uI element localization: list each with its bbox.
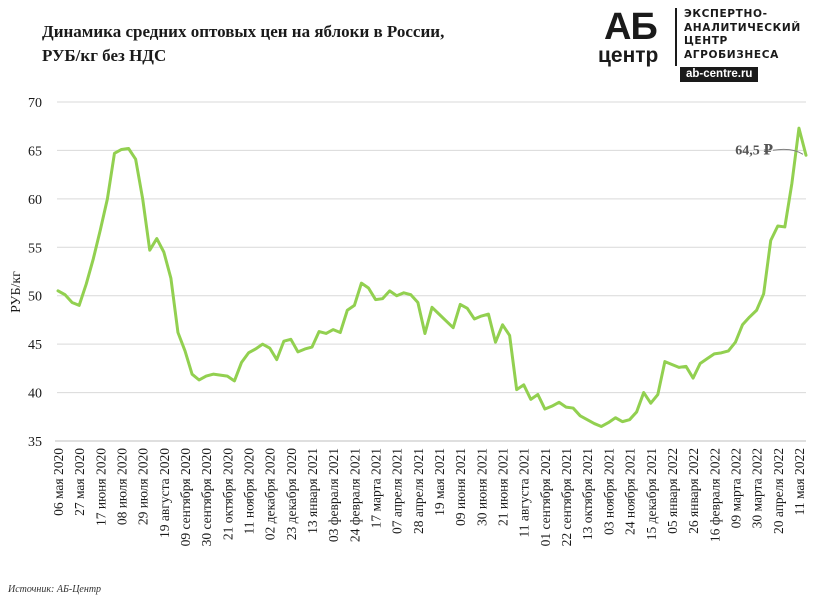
- annotation-leader-line: [772, 148, 804, 155]
- x-tick-label: 05 января 2022: [665, 448, 680, 534]
- x-tick-label: 08 июля 2020: [115, 448, 130, 525]
- x-tick-label: 15 декабря 2021: [644, 448, 659, 540]
- y-tick-label: 40: [28, 387, 42, 402]
- y-tick-label: 65: [28, 144, 42, 159]
- x-tick-label: 09 сентября 2020: [178, 448, 193, 547]
- logo-text: ЭКСПЕРТНО- АНАЛИТИЧЕСКИЙ ЦЕНТР АГРОБИЗНЕ…: [684, 8, 801, 62]
- source-note: Источник: АБ-Центр: [8, 584, 101, 595]
- x-tick-label: 22 сентября 2021: [559, 448, 574, 546]
- logo-text-line: АНАЛИТИЧЕСКИЙ: [684, 21, 801, 34]
- grid-lines: [57, 101, 806, 394]
- x-tick-label: 26 января 2022: [686, 448, 701, 534]
- logo-separator: [675, 8, 677, 66]
- y-tick-label: 45: [28, 338, 42, 353]
- x-tick-label: 17 марта 2021: [369, 448, 384, 528]
- x-tick-label: 13 октября 2021: [580, 448, 595, 540]
- chart-title: Динамика средних оптовых цен на яблоки в…: [42, 20, 512, 68]
- logo-text-line: АГРОБИЗНЕСА: [684, 48, 779, 61]
- x-tick-label: 24 ноября 2021: [623, 448, 638, 535]
- x-tick-label: 11 мая 2022: [792, 448, 807, 515]
- x-tick-label: 27 мая 2020: [72, 448, 87, 516]
- x-tick-label: 01 сентября 2021: [538, 448, 553, 546]
- y-tick-label: 60: [28, 193, 42, 208]
- x-tick-label: 29 июля 2020: [136, 448, 151, 525]
- logo-text-line: ЦЕНТР: [684, 35, 728, 47]
- logo-mark-top: АБ: [604, 6, 658, 48]
- x-tick-label: 11 августа 2021: [517, 448, 532, 537]
- x-tick-label: 19 мая 2021: [432, 448, 447, 516]
- logo-url: ab-centre.ru: [680, 67, 759, 82]
- x-tick-label: 06 мая 2020: [51, 448, 66, 516]
- chart-title-line-1: Динамика средних оптовых цен на яблоки в…: [42, 22, 445, 41]
- x-axis-ticks: 06 мая 2020 27 мая 2020 17 июня 2020 08 июл…: [51, 448, 807, 547]
- x-tick-label: 17 июня 2020: [93, 448, 108, 526]
- x-tick-label: 09 марта 2022: [728, 448, 743, 528]
- x-tick-label: 30 сентября 2020: [199, 448, 214, 547]
- x-tick-label: 16 февраля 2022: [707, 448, 722, 542]
- logo-mark-bottom: центр: [598, 44, 659, 67]
- y-axis-ticks: 35 40 45 50 55 60 65 70: [28, 96, 42, 450]
- source-label: Источник:: [8, 584, 55, 595]
- chart-title-line-2: РУБ/кг без НДС: [42, 46, 167, 65]
- y-axis-label: РУБ/кг: [9, 271, 24, 313]
- y-tick-label: 55: [28, 241, 42, 256]
- x-tick-label: 24 февраля 2021: [347, 448, 362, 542]
- x-tick-label: 07 апреля 2021: [390, 448, 405, 534]
- ab-centre-logo: АБ центр ЭКСПЕРТНО- АНАЛИТИЧЕСКИЙ ЦЕНТР …: [596, 6, 816, 86]
- x-tick-label: 09 июня 2021: [453, 448, 468, 526]
- x-tick-label: 23 декабря 2020: [284, 448, 299, 541]
- y-tick-label: 70: [28, 96, 42, 111]
- source-value: АБ-Центр: [56, 584, 102, 595]
- x-tick-label: 03 февраля 2021: [326, 448, 341, 542]
- x-tick-label: 02 декабря 2020: [263, 448, 278, 541]
- x-tick-label: 19 августа 2020: [157, 448, 172, 538]
- x-tick-label: 30 марта 2022: [750, 448, 765, 528]
- logo-text-line: ЭКСПЕРТНО-: [684, 8, 768, 20]
- series-line-apple-price: [56, 126, 808, 428]
- x-tick-label: 28 апреля 2021: [411, 448, 426, 534]
- x-tick-label: 13 января 2021: [305, 448, 320, 534]
- annotation-last-price: 64,5 ₽: [735, 143, 773, 158]
- x-tick-label: 21 июня 2021: [496, 448, 511, 526]
- x-tick-label: 30 июня 2021: [474, 448, 489, 526]
- x-tick-label: 11 ноября 2020: [242, 448, 257, 535]
- x-tick-label: 21 октября 2020: [220, 448, 235, 540]
- y-tick-label: 35: [28, 435, 42, 450]
- x-tick-label: 20 апреля 2022: [771, 448, 786, 534]
- x-tick-label: 03 ноября 2021: [601, 448, 616, 535]
- y-tick-label: 50: [28, 290, 42, 305]
